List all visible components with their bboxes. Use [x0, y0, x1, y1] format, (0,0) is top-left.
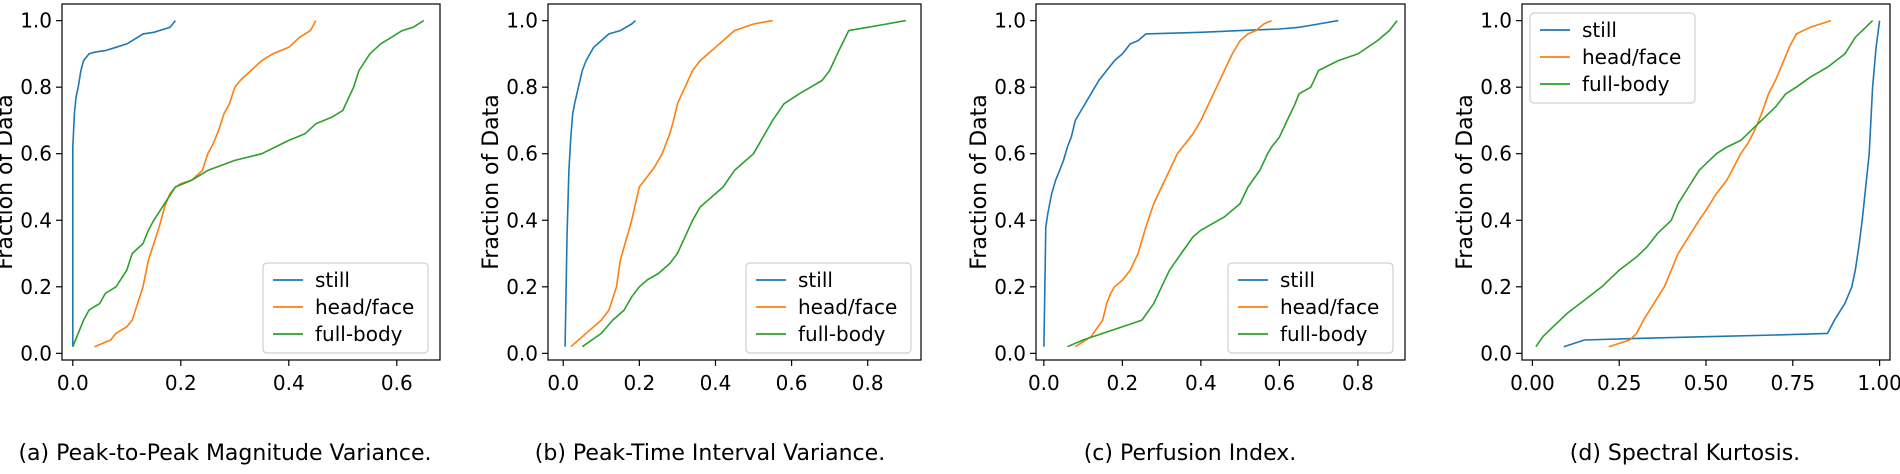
panel-1: 0.0 0.2 0.4 0.6 0.0 0.2 0.4 0.6 0.8 1.0 Fraction o… — [0, 3, 441, 466]
panel-caption: (a) Peak-to-Peak Magnitude Variance. — [18, 441, 431, 466]
y-axis-label: Fraction of Data — [1453, 94, 1478, 270]
legend-label: head/face — [798, 295, 897, 319]
x-tick-label: 0.25 — [1597, 371, 1642, 395]
legend-box — [1227, 262, 1394, 354]
y-tick-label: 0.2 — [506, 275, 538, 299]
series-line-full-body — [1067, 20, 1398, 348]
y-axis-label: Fraction of Data — [967, 94, 992, 270]
series-line-still — [72, 20, 177, 347]
y-tick-label: 0.6 — [20, 142, 52, 166]
legend-label: still — [798, 268, 833, 292]
series-line-head-face — [94, 20, 317, 348]
y-tick-label: 1.0 — [506, 9, 538, 33]
series-line-still — [1043, 19, 1339, 347]
x-tick-label: 0.0 — [57, 371, 89, 395]
legend-label: still — [315, 268, 350, 292]
x-tick-label: 0.2 — [165, 371, 197, 395]
series-line-full-body — [72, 19, 425, 348]
x-tick-label: 0.00 — [1510, 371, 1555, 395]
y-tick-label: 0.6 — [994, 142, 1026, 166]
panel-2: 0.0 0.2 0.4 0.6 0.8 0.0 0.2 0.4 0.6 0.8 1.0 Fractio… — [479, 3, 922, 466]
panel-3: 0.0 0.2 0.4 0.6 0.8 0.0 0.2 0.4 0.6 0.8 1.0 Fractio… — [967, 3, 1406, 466]
y-tick-label: 0.6 — [506, 142, 538, 166]
panel-caption: (b) Peak-Time Interval Variance. — [535, 441, 885, 466]
legend-box — [745, 262, 912, 354]
series-line-head-face — [570, 19, 773, 348]
x-tick-label: 0.0 — [1028, 371, 1060, 395]
panel-caption: (d) Spectral Kurtosis. — [1570, 441, 1800, 466]
y-tick-label: 0.0 — [994, 341, 1026, 365]
legend-label: full-body — [1280, 322, 1368, 346]
x-tick-label: 0.4 — [273, 371, 305, 395]
axes-frame — [547, 3, 922, 361]
y-tick-label: 0.8 — [506, 75, 538, 99]
y-tick-label: 0.8 — [1480, 75, 1512, 99]
legend-label: head/face — [1582, 45, 1681, 69]
legend-label: still — [1280, 268, 1315, 292]
legend-box — [1529, 12, 1696, 104]
series-line-head-face — [1608, 19, 1832, 348]
x-tick-label: 0.0 — [547, 371, 579, 395]
x-tick-label: 0.6 — [776, 371, 808, 395]
y-tick-label: 0.4 — [20, 208, 52, 232]
x-tick-label: 0.2 — [1106, 371, 1138, 395]
legend: still head/face full-body — [745, 262, 912, 354]
y-tick-label: 0.4 — [506, 208, 538, 232]
y-tick-label: 0.0 — [506, 341, 538, 365]
y-tick-label: 0.2 — [20, 275, 52, 299]
series-line-full-body — [1535, 20, 1874, 348]
y-tick-label: 1.0 — [20, 9, 52, 33]
series-line-still — [564, 20, 637, 347]
x-tick-label: 0.50 — [1684, 371, 1729, 395]
y-tick-label: 0.0 — [20, 341, 52, 365]
legend: still head/face full-body — [1529, 12, 1696, 104]
y-tick-label: 0.2 — [994, 275, 1026, 299]
legend-label: full-body — [798, 322, 886, 346]
series-line-head-face — [1074, 19, 1272, 348]
legend: still head/face full-body — [1227, 262, 1394, 354]
legend-label: still — [1582, 18, 1617, 42]
x-tick-label: 1.00 — [1857, 371, 1900, 395]
x-tick-label: 0.6 — [1263, 371, 1295, 395]
legend-box — [262, 262, 429, 354]
x-tick-label: 0.4 — [700, 371, 732, 395]
axes-frame — [61, 3, 441, 361]
panel-caption: (c) Perfusion Index. — [1084, 441, 1297, 466]
y-tick-label: 0.4 — [994, 208, 1026, 232]
y-axis-label: Fraction of Data — [479, 94, 504, 270]
legend: still head/face full-body — [262, 262, 429, 354]
x-tick-label: 0.8 — [1342, 371, 1374, 395]
series-line-full-body — [581, 19, 906, 348]
y-tick-label: 0.8 — [20, 75, 52, 99]
series-line-still — [1563, 20, 1881, 348]
y-tick-label: 1.0 — [1480, 9, 1512, 33]
y-tick-label: 0.2 — [1480, 275, 1512, 299]
legend-label: full-body — [1582, 72, 1670, 96]
y-axis-label: Fraction of Data — [0, 94, 18, 270]
x-tick-label: 0.8 — [852, 371, 884, 395]
legend-label: full-body — [315, 322, 403, 346]
y-tick-label: 0.0 — [1480, 341, 1512, 365]
axes-frame — [1035, 3, 1406, 361]
panel-4: 0.00 0.25 0.50 0.75 1.00 0.0 0.2 0.4 0.6 0.8 1.0 Fr… — [1453, 3, 1900, 466]
y-tick-label: 0.4 — [1480, 208, 1512, 232]
x-tick-label: 0.4 — [1185, 371, 1217, 395]
y-tick-label: 1.0 — [994, 9, 1026, 33]
legend-label: head/face — [1280, 295, 1379, 319]
x-tick-label: 0.75 — [1771, 371, 1816, 395]
y-tick-label: 0.6 — [1480, 142, 1512, 166]
x-tick-label: 0.2 — [623, 371, 655, 395]
x-tick-label: 0.6 — [381, 371, 413, 395]
legend-label: head/face — [315, 295, 414, 319]
y-tick-label: 0.8 — [994, 75, 1026, 99]
